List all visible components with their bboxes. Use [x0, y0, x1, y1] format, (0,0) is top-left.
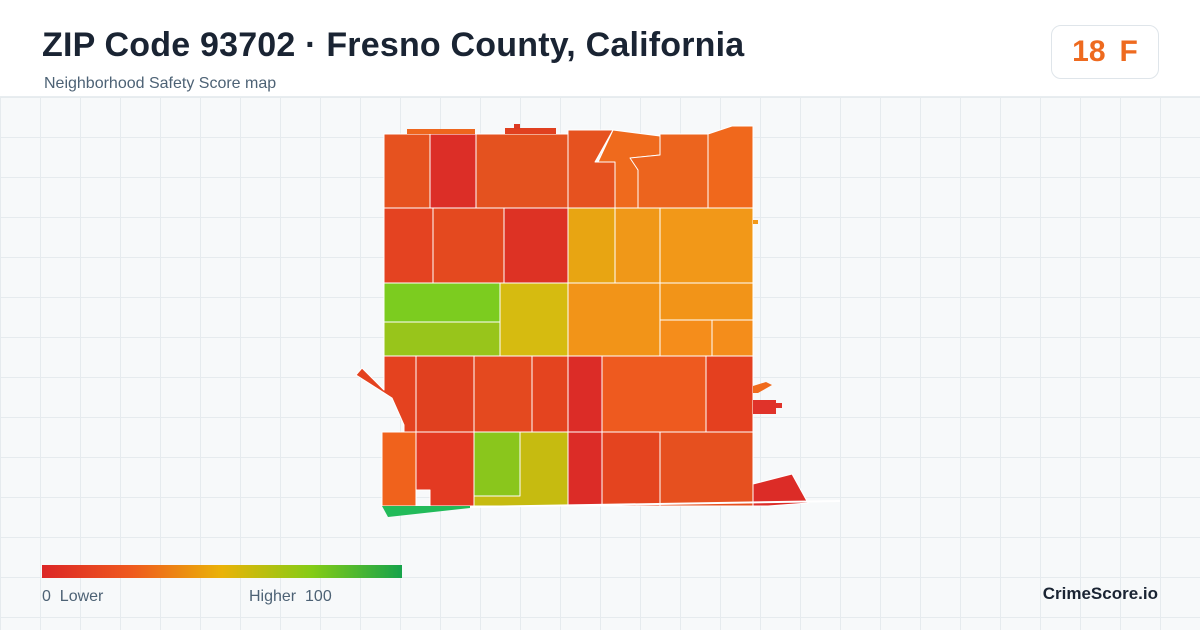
map-region[interactable] [473, 355, 533, 433]
map-region[interactable] [567, 207, 616, 284]
map-region[interactable] [753, 220, 758, 224]
map-region[interactable] [383, 282, 501, 323]
map-region[interactable] [711, 319, 754, 357]
legend-high-text: Higher [249, 588, 297, 605]
map-region[interactable] [705, 355, 754, 433]
map-region[interactable] [415, 431, 475, 507]
map-region[interactable] [505, 128, 556, 134]
map-region[interactable] [432, 207, 505, 284]
page-subtitle: Neighborhood Safety Score map [44, 75, 277, 92]
map-region[interactable] [601, 355, 707, 433]
map-region[interactable] [601, 431, 661, 507]
map-region[interactable] [381, 431, 417, 507]
legend-high-value: 100 [305, 588, 332, 605]
brand-logo-text[interactable]: CrimeScore.io [1042, 584, 1158, 603]
map-region[interactable] [407, 129, 475, 134]
grade-badge: 18 F [1051, 25, 1159, 79]
map-region[interactable] [659, 319, 713, 357]
map-region[interactable] [475, 133, 569, 209]
map-region[interactable] [531, 355, 569, 433]
map-region[interactable] [514, 124, 520, 129]
map-region[interactable] [382, 506, 470, 517]
map-region[interactable] [503, 207, 569, 284]
legend-low-value: 0 [42, 588, 51, 605]
map-region[interactable] [567, 355, 603, 433]
map-region[interactable] [707, 125, 754, 209]
map-region[interactable] [383, 207, 434, 284]
map-region[interactable] [753, 400, 782, 414]
map-region[interactable] [659, 431, 754, 507]
legend-gradient-bar [42, 565, 402, 578]
map-region[interactable] [499, 282, 569, 357]
legend-low-text: Lower [59, 588, 104, 605]
map-region[interactable] [429, 133, 477, 209]
map-region[interactable] [753, 382, 772, 393]
map-region[interactable] [355, 355, 417, 433]
map-region[interactable] [614, 207, 661, 284]
map-region[interactable] [659, 282, 754, 321]
map-region[interactable] [567, 282, 661, 357]
grade-letter: F [1119, 35, 1138, 68]
map-region[interactable] [470, 500, 840, 508]
map-region[interactable] [659, 207, 754, 284]
page-title: ZIP Code 93702 · Fresno County, Californ… [42, 26, 745, 64]
map-region[interactable] [383, 321, 501, 357]
header-bar: ZIP Code 93702 · Fresno County, Californ… [0, 0, 1200, 97]
grade-score: 18 [1072, 35, 1106, 68]
map-region[interactable] [567, 431, 603, 507]
map-region[interactable] [415, 355, 475, 433]
legend-high-label: Higher 100 [249, 588, 332, 606]
map-region[interactable] [473, 431, 521, 497]
legend-low-label: 0 Lower [42, 588, 103, 606]
map-region[interactable] [383, 133, 431, 209]
